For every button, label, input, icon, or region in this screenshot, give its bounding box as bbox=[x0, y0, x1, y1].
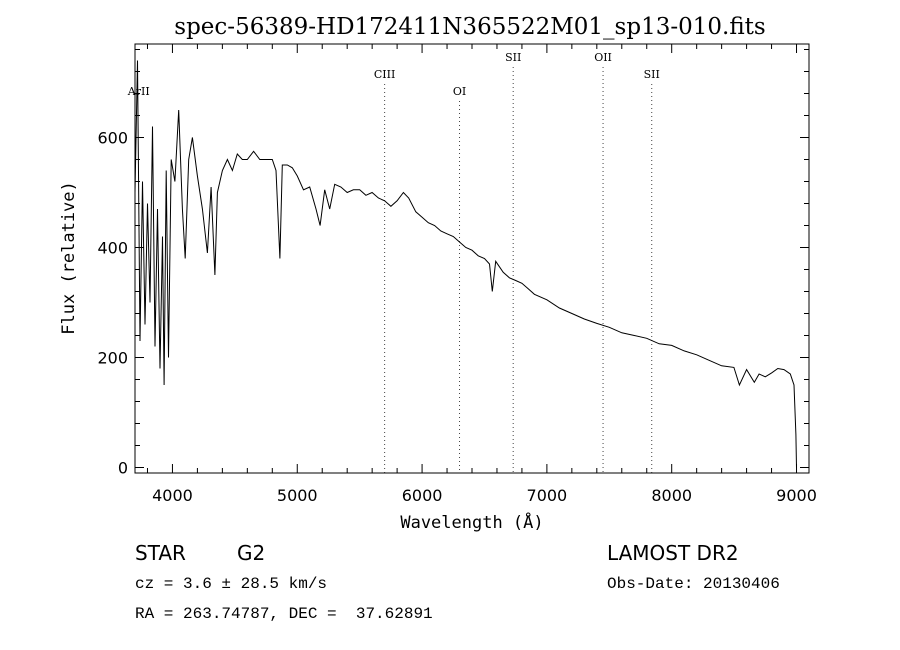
ra-dec-coords: RA = 263.74787, DEC = 37.62891 bbox=[135, 605, 433, 623]
spectrum-line bbox=[134, 60, 797, 468]
line-id-label: SII bbox=[644, 68, 660, 81]
y-tick-label: 200 bbox=[97, 349, 128, 368]
chart-title: spec-56389-HD172411N365522M01_sp13-010.f… bbox=[174, 14, 765, 40]
line-id-label: OII bbox=[594, 51, 612, 64]
plot-frame bbox=[134, 43, 810, 474]
axis-ticks bbox=[135, 44, 809, 473]
y-tick-label: 400 bbox=[97, 239, 128, 258]
y-tick-label: 600 bbox=[97, 129, 128, 148]
x-tick-label: 8000 bbox=[651, 486, 692, 505]
survey-name: LAMOST DR2 bbox=[607, 541, 739, 565]
tick-labels: 4000 5000 6000 7000 8000 9000 0 200 400 600 bbox=[97, 129, 816, 506]
line-id-label: SII bbox=[505, 51, 521, 64]
x-tick-label: 9000 bbox=[776, 486, 817, 505]
x-tick-label: 5000 bbox=[277, 486, 318, 505]
x-tick-label: 6000 bbox=[402, 486, 443, 505]
x-tick-label: 4000 bbox=[152, 486, 193, 505]
subclass: G2 bbox=[237, 541, 266, 565]
x-axis-label: Wavelength (Å) bbox=[400, 511, 543, 533]
y-tick-label: 0 bbox=[118, 459, 128, 478]
object-type: STAR bbox=[135, 541, 186, 565]
obs-date: Obs-Date: 20130406 bbox=[607, 575, 780, 593]
cz-value: cz = 3.6 ± 28.5 km/s bbox=[135, 575, 328, 593]
x-tick-label: 7000 bbox=[527, 486, 568, 505]
y-axis-label: Flux (relative) bbox=[59, 181, 79, 335]
line-id-label: OI bbox=[453, 85, 466, 98]
line-id-label: CIII bbox=[374, 68, 395, 81]
